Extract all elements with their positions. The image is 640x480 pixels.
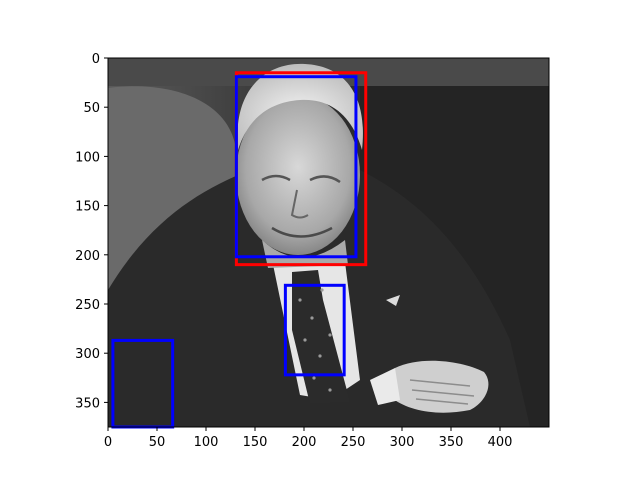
y-tick-label: 200 (75, 249, 100, 264)
y-tick-label: 100 (75, 150, 100, 165)
x-tick-label: 350 (439, 435, 464, 450)
x-tick-label: 300 (390, 435, 415, 450)
y-tick-label: 350 (75, 396, 100, 411)
y-tick-label: 300 (75, 347, 100, 362)
x-tick-label: 0 (104, 435, 112, 450)
photo-image (108, 58, 549, 427)
bounding-box (283, 283, 346, 377)
axes-frame (107, 57, 550, 428)
y-tick-label: 250 (75, 298, 100, 313)
x-tick-label: 150 (243, 435, 268, 450)
y-axis: 0 50 100 150 200 250 300 350 (75, 52, 108, 411)
x-tick-label: 250 (341, 435, 366, 450)
y-tick-label: 0 (92, 52, 100, 67)
x-tick-label: 400 (488, 435, 513, 450)
x-axis: 0 50 100 150 200 250 300 350 400 (104, 427, 513, 450)
x-tick-label: 100 (194, 435, 219, 450)
bounding-box (234, 75, 358, 259)
y-tick-label: 150 (75, 200, 100, 215)
x-tick-label: 200 (292, 435, 317, 450)
y-tick-label: 50 (83, 101, 100, 116)
x-tick-label: 50 (149, 435, 166, 450)
